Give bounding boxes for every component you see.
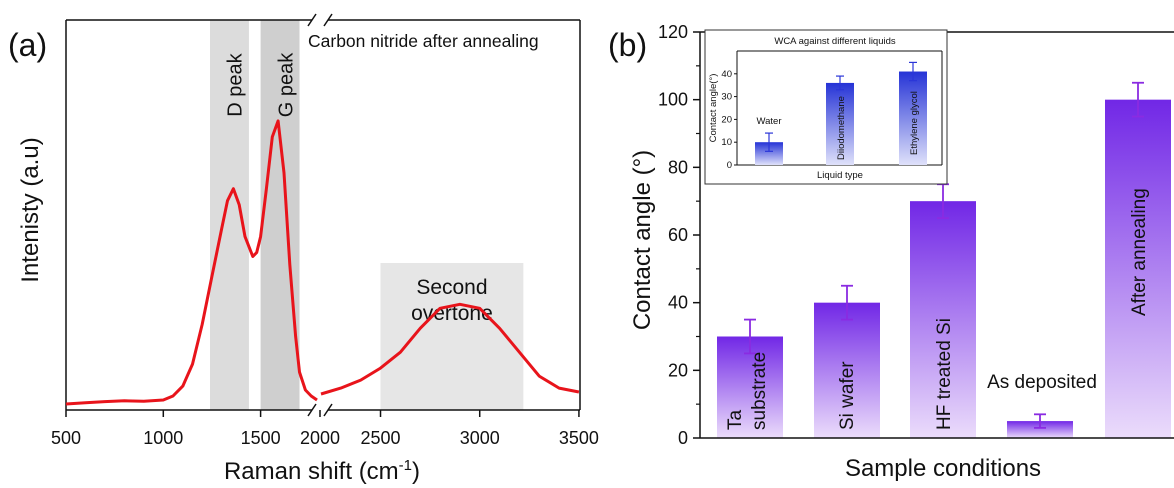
x-tick-label: 2500 <box>360 428 400 448</box>
bar-label-ta-line2: substrate <box>749 352 770 430</box>
inset-y-tick-label: 10 <box>721 137 732 148</box>
region-second-overtone <box>380 263 524 410</box>
panel-b-y-tick-label: 80 <box>668 157 688 177</box>
panel-a-y-axis-label: Intenisty (a.u) <box>17 137 44 282</box>
axis-break-mark <box>323 403 333 417</box>
inset-bar-ethylene-glycol <box>899 71 927 165</box>
inset-bar-water <box>755 142 783 165</box>
inset-y-tick-label: 40 <box>721 69 732 80</box>
inset-bar-diiodomethane <box>826 82 854 165</box>
inset-label-diiodomethane: Diiodomethane <box>836 96 847 160</box>
region-label-second-overtone-line1: Second <box>416 276 487 299</box>
x-tick-label: 1000 <box>143 428 183 448</box>
inset-chart: 0 10 20 30 40 WCA against different liquids Li… <box>704 29 948 185</box>
x-tick-label: 3000 <box>460 428 500 448</box>
inset-x-label: Liquid type <box>817 170 863 181</box>
panel-b-contact-angle-chart: Ta substrate Si wafer HF treated Si As depos… <box>608 22 1174 482</box>
x-label-main: Raman shift (cm <box>224 458 399 485</box>
raman-line-segment-high <box>320 302 580 396</box>
inset-y-label: Contact angle(°) <box>708 74 719 143</box>
axis-break-mark <box>307 13 317 27</box>
x-label-superscript: -1 <box>399 457 412 474</box>
panel-a-label: (a) <box>8 27 47 63</box>
panel-b-label: (b) <box>608 27 647 63</box>
inset-title: WCA against different liquids <box>774 36 896 47</box>
region-label-d-peak: D peak <box>225 52 247 116</box>
panel-b-bars: Ta substrate Si wafer HF treated Si As depos… <box>717 81 1171 439</box>
panel-b-y-axis-label: Contact angle (°) <box>629 150 656 330</box>
panel-b-y-tick-label: 20 <box>668 360 688 380</box>
panel-b-y-tick-label: 100 <box>658 90 688 110</box>
region-g-peak <box>260 20 300 410</box>
bar-label-after-annealing: After annealing <box>1129 188 1150 316</box>
axis-break-mark <box>307 403 317 417</box>
panel-a-x-ticks: 500 1000 1500 2000 2500 3000 3500 <box>51 410 599 448</box>
inset-label-ethylene-glycol: Ethylene glycol <box>909 91 920 155</box>
region-label-g-peak: G peak <box>275 52 297 117</box>
x-tick-label: 500 <box>51 428 81 448</box>
x-tick-label: 3500 <box>559 428 599 448</box>
x-label-end: ) <box>412 458 420 485</box>
panel-b-y-tick-label: 120 <box>658 22 688 42</box>
x-tick-label: 1500 <box>241 428 281 448</box>
inset-label-water: Water <box>757 116 782 127</box>
bar-label-as-deposited: As deposited <box>987 372 1097 393</box>
panel-a-plot-area <box>65 13 581 417</box>
bar-si-wafer <box>814 302 880 438</box>
bar-hf-treated-si <box>910 201 976 438</box>
panel-b-x-axis-label: Sample conditions <box>845 455 1041 482</box>
panel-b-y-tick-label: 40 <box>668 293 688 313</box>
bar-label-hf-treated-si: HF treated Si <box>934 318 955 430</box>
panel-a-x-axis-label: Raman shift (cm-1) <box>224 457 420 485</box>
axis-break-mark <box>323 13 333 27</box>
panel-b-y-tick-label: 0 <box>678 428 688 448</box>
bar-label-ta-line1: Ta <box>725 410 746 431</box>
panel-b-y-tick-label: 60 <box>668 225 688 245</box>
x-tick-label: 2000 <box>300 428 340 448</box>
panel-a-annotation: Carbon nitride after annealing <box>308 31 539 51</box>
bar-label-si-wafer: Si wafer <box>837 361 858 430</box>
bar-after-annealing <box>1105 99 1171 439</box>
inset-y-tick-label: 30 <box>721 92 732 103</box>
inset-y-tick-label: 20 <box>721 114 732 125</box>
inset-y-tick-label: 0 <box>727 160 732 171</box>
bar-as-deposited <box>1007 421 1073 438</box>
